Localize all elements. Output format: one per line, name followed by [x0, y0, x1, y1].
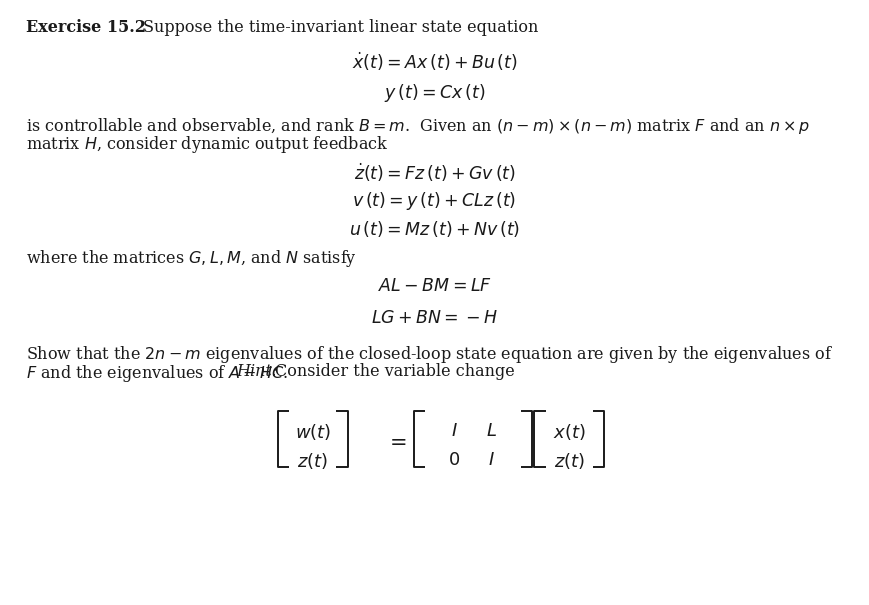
Text: $u\,(t) = Mz\,(t) + Nv\,(t)$: $u\,(t) = Mz\,(t) + Nv\,(t)$	[349, 219, 520, 239]
Text: matrix $H$, consider dynamic output feedback: matrix $H$, consider dynamic output feed…	[26, 134, 388, 155]
Text: Hint:: Hint:	[236, 363, 277, 380]
Text: Exercise 15.2: Exercise 15.2	[26, 19, 146, 36]
Text: $x(t)$: $x(t)$	[553, 422, 586, 442]
Text: $0$: $0$	[448, 451, 461, 469]
Text: $z(t)$: $z(t)$	[297, 451, 328, 471]
Text: $F$ and the eigenvalues of $A-HC$.: $F$ and the eigenvalues of $A-HC$.	[26, 363, 289, 384]
Text: is controllable and observable, and rank $B = m$.  Given an $(n-m)\times(n-m)$ m: is controllable and observable, and rank…	[26, 116, 811, 136]
Text: $z(t)$: $z(t)$	[554, 451, 585, 471]
Text: Consider the variable change: Consider the variable change	[275, 363, 514, 380]
Text: $I$: $I$	[451, 422, 458, 440]
Text: $w(t)$: $w(t)$	[295, 422, 331, 442]
Text: $L$: $L$	[486, 422, 496, 440]
Text: $AL - BM = LF$: $AL - BM = LF$	[377, 278, 492, 295]
Text: $\dot{x}(t) = Ax\,(t) + Bu\,(t)$: $\dot{x}(t) = Ax\,(t) + Bu\,(t)$	[352, 51, 517, 73]
Text: $LG + BN = -H$: $LG + BN = -H$	[371, 310, 498, 327]
Text: Show that the $2n-m$ eigenvalues of the closed-loop state equation are given by : Show that the $2n-m$ eigenvalues of the …	[26, 344, 833, 365]
Text: $\dot{z}(t) = Fz\,(t) + Gv\,(t)$: $\dot{z}(t) = Fz\,(t) + Gv\,(t)$	[354, 162, 515, 184]
Text: $y\,(t) = Cx\,(t)$: $y\,(t) = Cx\,(t)$	[384, 82, 485, 104]
Text: $I$: $I$	[488, 451, 494, 469]
Text: $v\,(t) = y\,(t) + CLz\,(t)$: $v\,(t) = y\,(t) + CLz\,(t)$	[353, 190, 516, 212]
Text: Suppose the time-invariant linear state equation: Suppose the time-invariant linear state …	[143, 19, 539, 36]
Text: $=$: $=$	[385, 432, 406, 451]
Text: where the matrices $G, L, M$, and $N$ satisfy: where the matrices $G, L, M$, and $N$ sa…	[26, 248, 357, 269]
